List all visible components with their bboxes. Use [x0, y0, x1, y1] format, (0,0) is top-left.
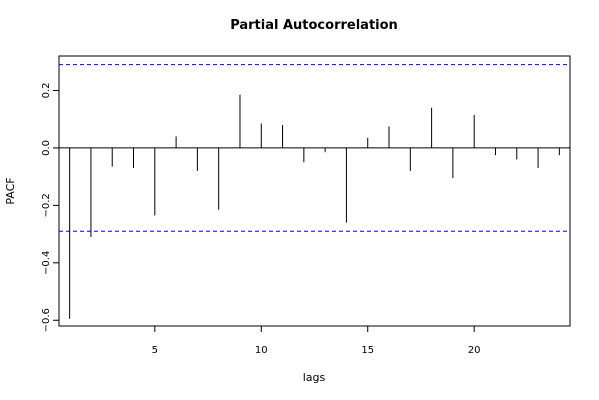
chart-title: Partial Autocorrelation — [230, 18, 398, 33]
y-tick-label: −0.6 — [41, 308, 52, 332]
y-tick-label: −0.2 — [41, 193, 52, 217]
x-tick-label: 15 — [361, 345, 374, 356]
plot-area — [59, 64, 570, 319]
plot-frame — [58, 55, 571, 327]
y-axis: −0.6 −0.4 −0.2 0.0 0.2 — [41, 83, 59, 332]
y-tick-label: 0.0 — [41, 140, 52, 156]
x-tick-label: 5 — [152, 345, 158, 356]
y-axis-label: PACF — [4, 177, 17, 204]
x-axis-label: lags — [303, 371, 326, 384]
x-tick-label: 10 — [255, 345, 268, 356]
x-tick-label: 20 — [468, 345, 481, 356]
y-tick-label: −0.4 — [41, 251, 52, 275]
y-tick-label: 0.2 — [41, 83, 52, 99]
x-axis: 5 10 15 20 — [152, 326, 481, 356]
